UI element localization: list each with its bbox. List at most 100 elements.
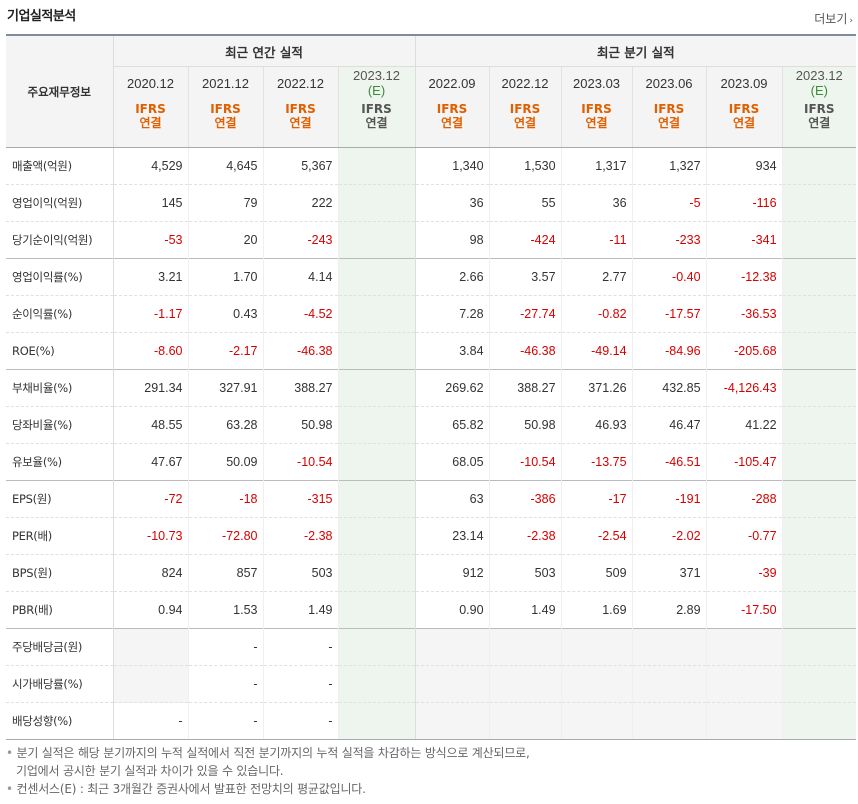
- table-cell: -10.54: [488, 443, 562, 481]
- footnote-line: • 컨센서스(E) : 최근 3개월간 증권사에서 발표한 전망치의 평균값입니…: [6, 782, 366, 796]
- row-header-label: 주요재무정보: [6, 34, 113, 148]
- table-cell: -341: [705, 221, 783, 259]
- table-cell: 50.98: [488, 406, 562, 444]
- table-cell: -4.52: [262, 295, 338, 333]
- table-cell: -105.47: [705, 443, 783, 481]
- table-cell: -39: [705, 554, 783, 592]
- table-cell: 46.47: [631, 406, 707, 444]
- estimate-label: (E): [367, 83, 386, 98]
- table-cell: -18: [187, 480, 263, 518]
- table-cell: 1.49: [262, 591, 338, 629]
- table-cell: [488, 628, 562, 666]
- table-cell: -: [187, 628, 263, 666]
- ifrs-label: IFRS: [581, 102, 612, 116]
- period-label: 2023.12: [795, 68, 843, 83]
- table-cell: -: [187, 665, 263, 703]
- period-label: 2022.09: [428, 75, 476, 91]
- table-cell: 36: [414, 184, 490, 222]
- table-cell: -2.02: [631, 517, 707, 555]
- table-cell: 3.84: [414, 332, 490, 370]
- consolidated-label: 연결: [440, 116, 464, 130]
- table-cell: [337, 332, 416, 370]
- period-label: 2022.12: [277, 75, 324, 91]
- table-cell: 2.66: [414, 258, 490, 296]
- table-cell: 327.91: [187, 369, 263, 407]
- ifrs-header: IFRS 연결: [262, 99, 338, 148]
- table-cell: -: [262, 628, 338, 666]
- ifrs-header: IFRS 연결: [488, 99, 562, 148]
- table-row: 주당배당금(원) - -: [6, 628, 857, 666]
- table-row: 시가배당률(%) - -: [6, 665, 857, 703]
- table-cell: -17.57: [631, 295, 707, 333]
- table-cell: 41.22: [705, 406, 783, 444]
- table-cell: 222: [262, 184, 338, 222]
- row-label: 유보율(%): [6, 443, 113, 481]
- table-cell: [781, 591, 857, 629]
- table-cell: [781, 443, 857, 481]
- table-cell: -27.74: [488, 295, 562, 333]
- table-cell: [337, 406, 416, 444]
- row-label: 순이익률(%): [6, 295, 113, 333]
- table-cell: 50.98: [262, 406, 338, 444]
- table-cell: [631, 702, 707, 740]
- period-header: 2023.12 (E): [781, 66, 857, 99]
- table-cell: -424: [488, 221, 562, 259]
- table-row: 영업이익률(%) 3.21 1.70 4.14 2.66 3.57 2.77 -0.40 -12…: [6, 258, 857, 296]
- period-header: 2020.12: [112, 66, 188, 99]
- table-cell: -288: [705, 480, 783, 518]
- table-row: EPS(원) -72 -18 -315 63 -386 -17 -191 -288: [6, 480, 857, 518]
- table-row: 순이익률(%) -1.17 0.43 -4.52 7.28 -27.74 -0.82 -17.…: [6, 295, 857, 333]
- table-cell: 503: [262, 554, 338, 592]
- table-cell: -5: [631, 184, 707, 222]
- table-cell: -243: [262, 221, 338, 259]
- section-header: 기업실적분석 더보기 ›: [7, 0, 857, 34]
- footnote-line: 기업에서 공시한 분기 실적과 차이가 있을 수 있습니다.: [16, 764, 284, 778]
- row-label: 배당성향(%): [6, 702, 113, 740]
- table-cell: 47.67: [112, 443, 188, 481]
- table-cell: -4,126.43: [705, 369, 783, 407]
- table-cell: 4,529: [112, 147, 188, 185]
- consolidated-label: 연결: [289, 116, 312, 130]
- table-cell: [781, 184, 857, 222]
- table-cell: [781, 221, 857, 259]
- ifrs-label: IFRS: [361, 102, 392, 116]
- table-cell: -72: [112, 480, 188, 518]
- table-cell: -36.53: [705, 295, 783, 333]
- row-label: 시가배당률(%): [6, 665, 113, 703]
- footnote-line: • 분기 실적은 해당 분기까지의 누적 실적에서 직전 분기까지의 누적 실적…: [6, 746, 530, 760]
- table-cell: [781, 665, 857, 703]
- consolidated-label: 연결: [365, 116, 388, 130]
- table-cell: [781, 147, 857, 185]
- table-cell: [112, 628, 188, 666]
- table-cell: [337, 184, 416, 222]
- table-cell: [337, 665, 416, 703]
- table-cell: 145: [112, 184, 188, 222]
- table-cell: [781, 517, 857, 555]
- row-label: ROE(%): [6, 332, 113, 370]
- period-label: 2022.12: [501, 75, 549, 91]
- table-cell: 3.57: [488, 258, 562, 296]
- row-label: 당좌비율(%): [6, 406, 113, 444]
- table-cell: 2.77: [560, 258, 633, 296]
- table-cell: [781, 295, 857, 333]
- ifrs-header: IFRS 연결: [631, 99, 707, 148]
- table-cell: [337, 628, 416, 666]
- table-cell: 1,327: [631, 147, 707, 185]
- ifrs-label: IFRS: [210, 102, 241, 116]
- section-title: 기업실적분석: [7, 9, 76, 24]
- table-cell: 0.90: [414, 591, 490, 629]
- table-cell: [337, 443, 416, 481]
- ifrs-header: IFRS 연결: [112, 99, 188, 148]
- table-cell: [337, 480, 416, 518]
- row-label: PER(배): [6, 517, 113, 555]
- table-row: 부채비율(%) 291.34 327.91 388.27 269.62 388.27 371…: [6, 369, 857, 407]
- table-cell: 7.28: [414, 295, 490, 333]
- table-cell: 1,340: [414, 147, 490, 185]
- row-label: 영업이익(억원): [6, 184, 113, 222]
- row-label: 부채비율(%): [6, 369, 113, 407]
- table-cell: [631, 628, 707, 666]
- table-cell: 934: [705, 147, 783, 185]
- table-cell: [781, 369, 857, 407]
- more-link[interactable]: 더보기 ›: [814, 10, 853, 27]
- table-cell: -205.68: [705, 332, 783, 370]
